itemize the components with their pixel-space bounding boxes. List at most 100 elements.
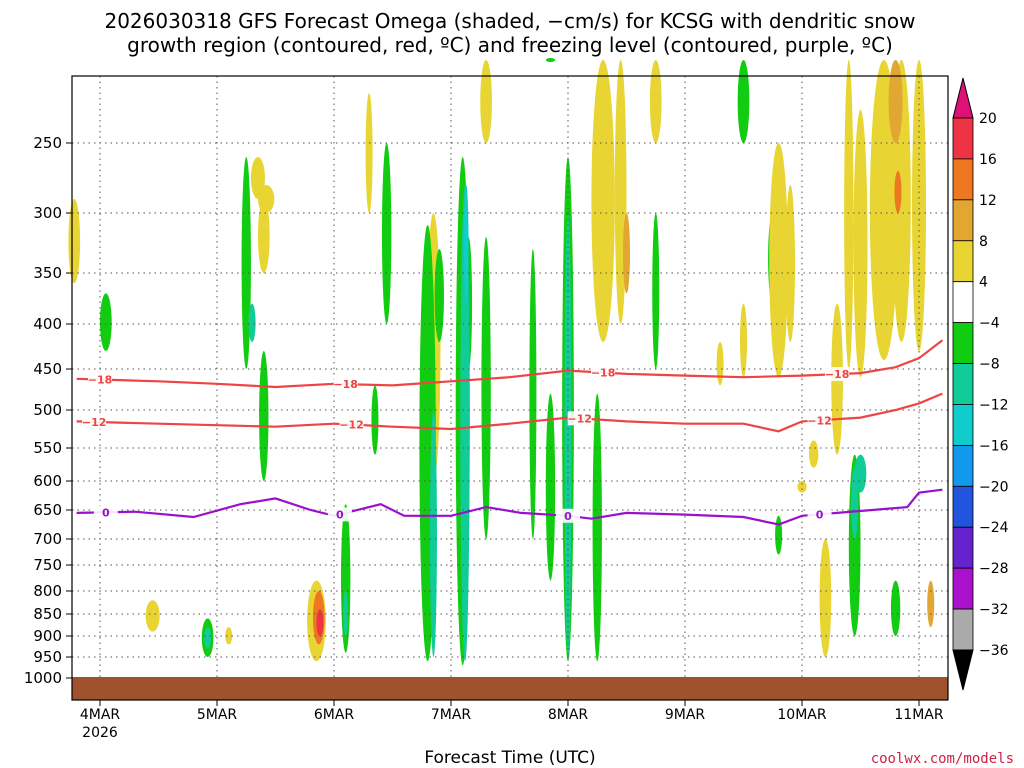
omega-cell — [225, 627, 233, 645]
omega-cell — [769, 143, 788, 378]
omega-shading — [68, 58, 935, 666]
x-tick-label: 9MAR — [665, 707, 706, 723]
omega-cell — [460, 185, 470, 662]
credit-text: coolwx.com/models — [871, 751, 1014, 767]
contour-label: 0 — [336, 508, 344, 521]
contour-label: −12 — [807, 414, 832, 427]
omega-cell — [316, 609, 324, 636]
omega-cell — [888, 60, 903, 143]
omega-cell — [463, 185, 469, 304]
contour-label-bg — [82, 414, 107, 429]
omega-cell — [911, 60, 927, 351]
colorbar-swatch — [952, 404, 974, 446]
x-tick-label: 5MAR — [197, 707, 238, 723]
omega-cell — [68, 199, 81, 284]
x-tick-label: 10MAR — [777, 707, 826, 723]
omega-cell — [341, 504, 351, 653]
contour-label-bg — [825, 367, 850, 382]
omega-cell — [204, 627, 212, 649]
omega-cell — [529, 249, 537, 539]
colorbar-swatch — [952, 322, 974, 364]
contour-label-bg — [88, 372, 112, 387]
omega-cell — [649, 60, 662, 143]
omega-cell — [853, 109, 868, 378]
omega-cell — [927, 580, 935, 628]
y-tick-label: 500 — [33, 401, 62, 419]
colorbar-label: 20 — [979, 111, 997, 127]
contour-label-bg — [807, 413, 832, 428]
omega-cell — [652, 213, 660, 369]
contour-label: −18 — [333, 378, 358, 391]
contour-label-bg — [339, 417, 364, 432]
omega-cell — [145, 600, 160, 632]
omega-cell — [894, 171, 902, 213]
colorbar-swatch — [952, 199, 974, 242]
y-tick-label: 900 — [33, 627, 62, 645]
colorbar-swatch — [952, 485, 974, 528]
chart-title-line1: 2026030318 GFS Forecast Omega (shaded, −… — [104, 9, 915, 33]
y-tick-label: 300 — [33, 204, 62, 222]
omega-cell — [739, 303, 748, 378]
omega-cell — [785, 185, 795, 342]
x-year-label: 2026 — [82, 725, 118, 741]
omega-cell — [591, 60, 615, 342]
contour-label-bg — [556, 508, 580, 523]
colorbar-swatch — [952, 526, 974, 569]
omega-cell — [854, 454, 867, 493]
omega-cell — [434, 249, 444, 342]
colorbar-swatch — [952, 281, 974, 324]
contour-label-bg — [567, 411, 592, 426]
y-tick-label: 450 — [33, 360, 62, 378]
omega-cell — [365, 93, 373, 213]
y-tick-label: 800 — [33, 582, 62, 600]
x-axis-label: Forecast Time (UTC) — [424, 748, 595, 768]
omega-cell — [371, 385, 379, 455]
contour-label-bg — [93, 505, 118, 520]
colorbar-swatch — [952, 608, 974, 651]
y-tick-label: 950 — [33, 648, 62, 666]
contour-label: 0 — [816, 508, 824, 521]
y-tick-label: 850 — [33, 605, 62, 623]
colorbar-label: −28 — [979, 561, 1009, 577]
colorbar-label: 4 — [979, 275, 988, 291]
x-tick-label: 4MAR — [80, 707, 121, 723]
contour-label: −12 — [339, 419, 364, 432]
y-tick-label: 750 — [33, 556, 62, 574]
colorbar-label: −4 — [979, 316, 1000, 332]
x-axis: 4MAR 5MAR 6MAR 7MAR 8MAR 9MAR 10MAR 11MAR — [80, 700, 944, 723]
colorbar-label: −16 — [979, 438, 1009, 454]
contour-label: −18 — [825, 368, 850, 381]
x-tick-label: 6MAR — [314, 707, 355, 723]
colorbar-label: −36 — [979, 643, 1009, 659]
omega-cell — [545, 393, 556, 581]
colorbar-label: −24 — [979, 520, 1009, 536]
omega-cell — [819, 539, 832, 657]
colorbar-bottom-arrow — [952, 649, 974, 691]
omega-cell — [381, 143, 392, 324]
colorbar-label: −8 — [979, 357, 1000, 373]
omega-cell — [343, 591, 349, 636]
plot-area — [72, 76, 948, 700]
omega-cell — [100, 293, 112, 352]
contour-line-0 — [76, 488, 943, 526]
x-tick-label: 11MAR — [894, 707, 943, 723]
omega-cell — [248, 303, 256, 342]
contour-label: 0 — [102, 506, 110, 519]
x-tick-label: 8MAR — [548, 707, 589, 723]
colorbar-swatch — [952, 363, 974, 405]
colorbar-label: 8 — [979, 234, 988, 250]
omega-cell — [890, 580, 901, 636]
y-tick-label: 1000 — [24, 669, 62, 687]
y-tick-label: 400 — [33, 315, 62, 333]
omega-cell — [480, 60, 492, 143]
omega-cell — [797, 481, 807, 493]
omega-cell — [809, 440, 819, 468]
colorbar: 20 16 12 8 4 −4 −8 −12 −16 −20 −24 −28 −32 −36 — [952, 77, 1009, 691]
contour-label: 0 — [564, 510, 572, 523]
colorbar-swatch — [952, 240, 974, 283]
colorbar-label: 16 — [979, 152, 997, 168]
y-tick-label: 550 — [33, 439, 62, 457]
plot-frame — [71, 75, 949, 701]
y-tick-label: 600 — [33, 472, 62, 490]
